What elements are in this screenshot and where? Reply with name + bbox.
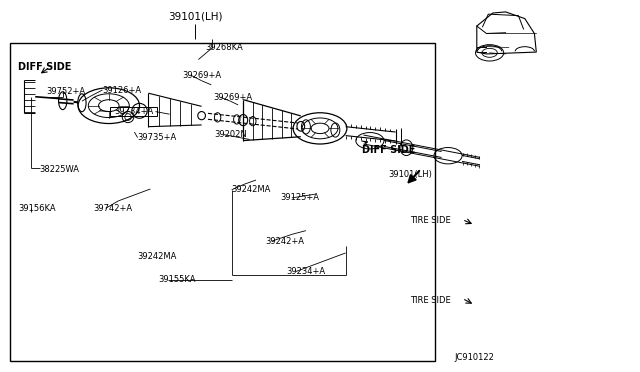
Text: TIRE SIDE: TIRE SIDE <box>410 296 451 305</box>
Text: TIRE SIDE: TIRE SIDE <box>410 216 451 225</box>
Text: 38225WA: 38225WA <box>40 165 80 174</box>
Text: 39242MA: 39242MA <box>138 252 177 261</box>
Text: DIFF SIDE: DIFF SIDE <box>362 145 415 154</box>
Text: 39268KA: 39268KA <box>205 43 243 52</box>
Text: 39155KA: 39155KA <box>159 275 196 284</box>
Bar <box>10 43 435 361</box>
Text: JC910122: JC910122 <box>454 353 494 362</box>
Text: 39242+A: 39242+A <box>266 237 305 246</box>
Text: 39242MA: 39242MA <box>232 185 271 194</box>
Text: 39156KA: 39156KA <box>18 204 56 213</box>
Text: DIFF SIDE: DIFF SIDE <box>18 62 71 72</box>
Text: 39752+A: 39752+A <box>46 87 85 96</box>
Text: 39101(LH): 39101(LH) <box>168 12 223 22</box>
Text: 39202N: 39202N <box>214 130 247 139</box>
Text: 39234+A: 39234+A <box>287 267 326 276</box>
Text: 39742+A: 39742+A <box>93 204 132 213</box>
Text: 39101(LH): 39101(LH) <box>388 170 432 179</box>
Text: 39269+A: 39269+A <box>182 71 221 80</box>
Text: 39734+A: 39734+A <box>114 107 153 116</box>
Text: 39269+A: 39269+A <box>213 93 252 102</box>
Text: 39735+A: 39735+A <box>138 133 177 142</box>
Text: 39125+A: 39125+A <box>280 193 319 202</box>
Text: 39126+A: 39126+A <box>102 86 141 94</box>
